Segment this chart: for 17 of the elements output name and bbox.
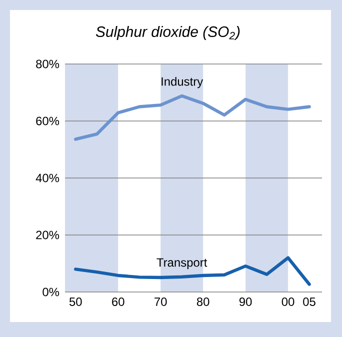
line-series [74,256,311,286]
x-tick-label: 05 [303,298,316,306]
x-tick-label: 50 [69,298,82,306]
x-tick-label: 60 [112,298,124,306]
y-tick-label: 60% [36,116,60,126]
x-tick-label: 70 [154,298,167,306]
y-tick-label: 20% [36,230,60,240]
x-tick-label: 80 [196,298,210,306]
x-tick-label: 00 [282,298,294,306]
chart-title: Sulphur dioxide (SO$_{2}$) [96,26,240,40]
y-tick-label: 80% [36,60,60,68]
y-tick-label: 40% [36,174,60,182]
line-series [74,94,311,141]
x-tick-label: 90 [239,298,252,306]
y-tick-label: 0% [42,288,60,296]
series-label: Industry [162,76,204,88]
series-label: Transport [156,258,208,270]
